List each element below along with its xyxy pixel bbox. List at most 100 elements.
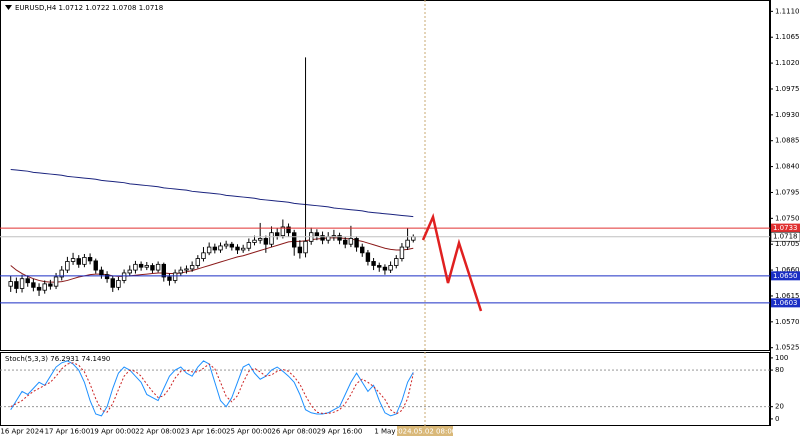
candle-body [218,245,223,251]
candle-body [252,239,257,243]
candle-body [343,239,348,245]
candle-body [8,281,13,287]
candle-body [99,269,104,276]
candle-body [394,258,399,266]
candle-body [104,274,110,280]
x-tick-label: 17 Apr 16:00 [45,428,91,436]
candle-body [303,240,308,254]
candle-body [382,266,388,271]
price-panel [0,0,770,351]
candle-body [121,272,127,281]
candle-body [25,278,30,284]
candle-body [178,269,183,274]
candle-body [354,238,359,248]
candle-body [195,258,201,266]
candle-body [116,280,121,288]
stoch-line [10,362,414,415]
cursor-label-box [397,426,453,436]
y-tick-label: 1.0795 [775,188,800,196]
x-tick-label: 26 Apr 08:00 [271,428,317,436]
candle-body [76,258,81,265]
cursor-label: 2024.05.02 08:00 [394,428,456,436]
candle-body [59,269,64,278]
y-tick-label: 1.0885 [775,137,800,145]
x-tick-label: 29 Apr 16:00 [317,428,363,436]
candle-body [82,257,87,265]
candle-body [42,283,47,291]
candle-body [274,232,280,236]
candle-body [14,281,19,289]
candle-body [297,246,303,254]
candle-body [235,246,240,251]
candle-body [184,268,189,271]
candle-body [138,263,144,268]
candle-body [172,272,178,281]
level-label-box [771,271,800,281]
moving-average [10,168,414,218]
stoch-panel [0,352,770,426]
candle-body [257,238,263,241]
x-tick-label: 16 Apr 2024 [0,428,44,436]
candle-body [19,278,25,289]
y-tick-label: 1.0615 [775,292,800,300]
level-label: 1.0603 [773,299,798,307]
candle-body [388,265,393,271]
level-label: 1.0733 [773,224,798,232]
candle-body [405,239,410,248]
x-tick-label: 1 May [374,428,395,436]
x-tick-label: 23 Apr 16:00 [181,428,227,436]
candle-body [53,276,59,287]
candle-body [337,235,342,241]
moving-average [10,237,414,283]
x-tick-label: 22 Apr 08:00 [135,428,181,436]
candle-body [87,257,93,262]
y-tick-label: 1.1110 [775,7,800,15]
candle-body [36,286,42,291]
level-label-box [771,223,800,233]
candle-body [31,282,36,288]
candle-body [223,243,229,247]
candle-body [360,246,365,254]
candle-body [206,246,212,254]
candle-body [127,269,132,274]
candle-body [240,247,246,251]
candle-body [280,226,286,236]
y-tick-label: 0 [775,415,779,423]
candle-body [246,242,252,249]
candle-body [314,232,320,236]
candle-body [150,265,155,271]
candle-body [48,283,53,287]
candle-body [399,246,405,259]
candle-body [70,258,76,262]
candle-body [365,252,371,262]
candle-body [320,235,325,241]
candle-body [161,263,166,278]
menu-icon[interactable] [5,5,12,10]
candle-body [167,276,172,281]
y-tick-label: 20 [775,403,784,411]
candle-body [377,265,382,268]
candle-body [229,243,235,248]
y-tick-label: 1.0570 [775,318,800,326]
candle-body [411,236,416,241]
y-tick-label: 1.0705 [775,240,800,248]
candle-body [212,246,218,251]
forecast-arrow [421,213,483,312]
level-label: 1.0650 [773,272,798,280]
candle-body [269,232,274,245]
candle-body [371,261,376,266]
y-tick-label: 80 [775,366,784,374]
y-tick-label: 1.0930 [775,111,800,119]
candle-body [326,236,331,241]
y-tick-label: 1.0525 [775,344,800,352]
candle-body [291,232,297,248]
candle-body [201,252,206,259]
candle-body [189,265,195,270]
candle-body [93,260,98,271]
x-tick-label: 25 Apr 00:00 [226,428,272,436]
y-tick-label: 1.0750 [775,214,800,222]
